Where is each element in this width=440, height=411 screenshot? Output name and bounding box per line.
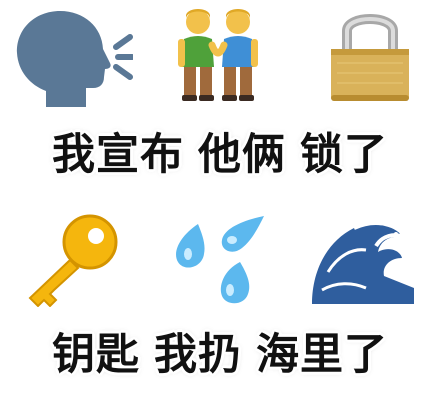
padlock-icon	[325, 5, 415, 105]
caption-row-1: 我宣布 他俩 锁了	[0, 130, 440, 180]
caption-part: 锁了	[300, 130, 388, 180]
caption-row-2: 钥匙 我扔 海里了	[0, 330, 440, 380]
key-icon	[18, 212, 123, 307]
two-men-holding-hands-icon	[170, 5, 266, 105]
caption-part: 海里了	[256, 330, 388, 380]
water-wave-icon	[308, 212, 418, 308]
sweat-droplets-icon	[168, 210, 268, 310]
caption-part: 钥匙	[52, 330, 140, 380]
caption-part: 他俩	[198, 130, 286, 180]
caption-part: 我宣布	[52, 130, 184, 180]
speaking-head-icon	[8, 5, 133, 110]
caption-part: 我扔	[154, 330, 242, 380]
